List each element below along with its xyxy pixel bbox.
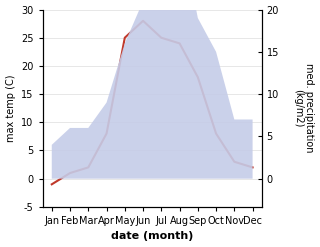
Y-axis label: med. precipitation
(kg/m2): med. precipitation (kg/m2) [293,63,315,153]
Y-axis label: max temp (C): max temp (C) [5,74,16,142]
X-axis label: date (month): date (month) [111,231,193,242]
